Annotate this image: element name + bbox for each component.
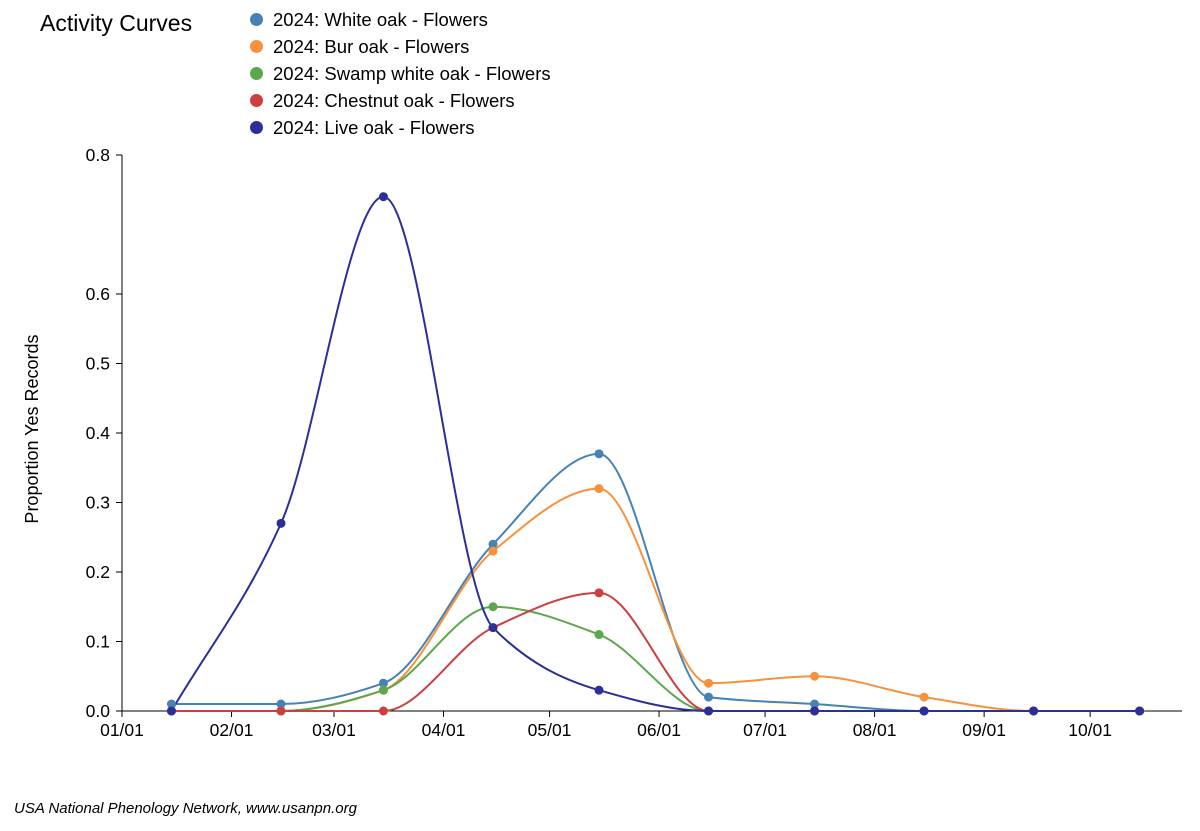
- data-point[interactable]: [594, 484, 604, 494]
- x-tick-label: 06/01: [637, 720, 681, 740]
- y-tick-label: 0.8: [86, 145, 110, 165]
- data-point[interactable]: [594, 685, 604, 695]
- legend-item: 2024: Chestnut oak - Flowers: [250, 87, 551, 114]
- data-point[interactable]: [810, 699, 820, 709]
- data-point[interactable]: [704, 706, 714, 716]
- x-tick-label: 04/01: [422, 720, 466, 740]
- data-point[interactable]: [276, 706, 286, 716]
- x-tick-label: 05/01: [528, 720, 572, 740]
- data-point[interactable]: [810, 706, 820, 716]
- y-tick-label: 0.0: [86, 701, 111, 721]
- series-line: [170, 195, 1140, 712]
- data-point[interactable]: [378, 706, 388, 716]
- x-tick-label: 10/01: [1068, 720, 1112, 740]
- data-point[interactable]: [1029, 706, 1039, 716]
- y-tick-label: 0.3: [86, 493, 110, 513]
- legend-label: 2024: Swamp white oak - Flowers: [273, 62, 551, 84]
- legend-item: 2024: White oak - Flowers: [250, 6, 551, 33]
- data-point[interactable]: [276, 518, 286, 528]
- x-tick-label: 09/01: [962, 720, 1006, 740]
- data-point[interactable]: [488, 602, 498, 612]
- legend-label: 2024: Live oak - Flowers: [273, 116, 475, 138]
- legend-marker: [250, 67, 263, 80]
- data-point[interactable]: [594, 449, 604, 459]
- legend-marker: [250, 13, 263, 26]
- legend-marker: [250, 94, 263, 107]
- y-tick-label: 0.6: [86, 284, 110, 304]
- legend-label: 2024: Bur oak - Flowers: [273, 35, 470, 57]
- y-tick-label: 0.5: [86, 354, 110, 374]
- x-tick-label: 08/01: [853, 720, 897, 740]
- series-line: [171, 452, 1140, 712]
- x-tick-label: 07/01: [743, 720, 787, 740]
- data-point[interactable]: [594, 630, 604, 640]
- data-point[interactable]: [810, 671, 820, 681]
- data-point[interactable]: [488, 539, 498, 549]
- series-line: [171, 591, 1140, 712]
- legend-marker: [250, 121, 263, 134]
- data-point[interactable]: [919, 692, 929, 702]
- legend-item: 2024: Swamp white oak - Flowers: [250, 60, 551, 87]
- data-point[interactable]: [378, 192, 388, 202]
- series-line: [171, 605, 1140, 712]
- data-point[interactable]: [704, 678, 714, 688]
- data-point[interactable]: [166, 706, 176, 716]
- y-tick-label: 0.2: [86, 562, 110, 582]
- credit-text: USA National Phenology Network, www.usan…: [14, 800, 357, 817]
- data-point[interactable]: [594, 588, 604, 598]
- x-tick-label: 01/01: [100, 720, 144, 740]
- data-point[interactable]: [704, 692, 714, 702]
- legend-item: 2024: Bur oak - Flowers: [250, 33, 551, 60]
- legend-item: 2024: Live oak - Flowers: [250, 114, 551, 141]
- y-axis-title: Proportion Yes Records: [22, 334, 42, 523]
- data-point[interactable]: [488, 623, 498, 633]
- data-point[interactable]: [919, 706, 929, 716]
- legend-label: 2024: Chestnut oak - Flowers: [273, 89, 515, 111]
- y-tick-label: 0.4: [86, 423, 111, 443]
- data-point[interactable]: [488, 546, 498, 556]
- data-point[interactable]: [378, 685, 388, 695]
- data-point[interactable]: [166, 699, 176, 709]
- x-tick-label: 03/01: [312, 720, 356, 740]
- legend: 2024: White oak - Flowers 2024: Bur oak …: [250, 6, 551, 141]
- chart-title: Activity Curves: [40, 10, 193, 36]
- series-line: [171, 487, 1140, 712]
- data-point[interactable]: [1135, 706, 1145, 716]
- x-tick-label: 02/01: [210, 720, 254, 740]
- legend-label: 2024: White oak - Flowers: [273, 8, 488, 30]
- data-point[interactable]: [378, 678, 388, 688]
- y-tick-label: 0.1: [86, 632, 110, 652]
- legend-marker: [250, 40, 263, 53]
- data-point[interactable]: [276, 699, 286, 709]
